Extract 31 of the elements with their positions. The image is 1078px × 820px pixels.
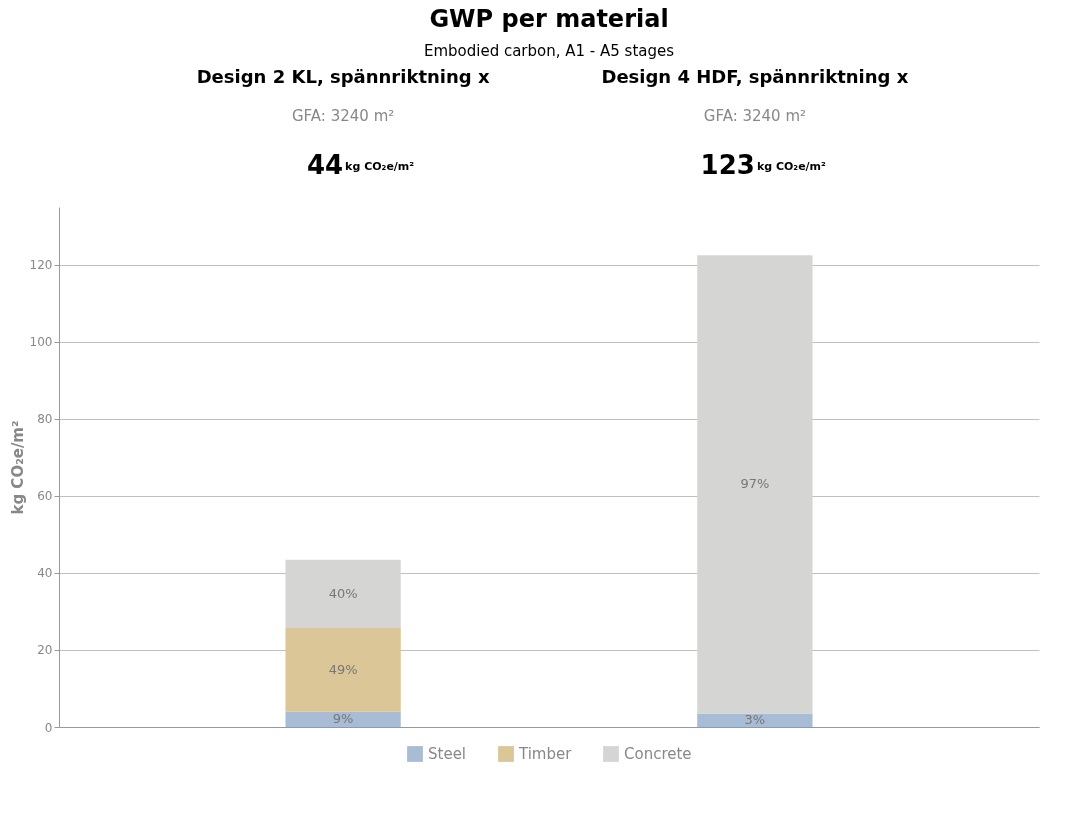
text: kg CO₂e/m² [345, 160, 415, 173]
y-tick-label: 120 [29, 258, 53, 273]
chart-subtitle: Embodied carbon, A1 - A5 stages [423, 42, 675, 60]
legend-label: Concrete [624, 745, 692, 763]
y-tick-label: 40 [37, 566, 53, 581]
y-tick-label: 60 [37, 489, 53, 504]
y-axis-title: kg CO₂e/m² [8, 420, 27, 515]
annotation: 3% [744, 712, 766, 728]
bar [285, 711, 401, 727]
annotation: 49% [328, 661, 358, 677]
annotation: 40% [328, 585, 358, 601]
bar [697, 713, 813, 727]
y-tick-label: 80 [37, 412, 53, 427]
annotation: 97% [740, 476, 770, 492]
bar [285, 559, 401, 629]
text: 123 [700, 150, 755, 180]
text: 44 [306, 150, 344, 180]
text: GFA: 3240 m² [291, 107, 395, 125]
text: GFA: 3240 m² [703, 107, 807, 125]
bar [697, 255, 813, 714]
annotation: 9% [332, 711, 354, 727]
legend-label: Steel [428, 745, 467, 763]
text: kg CO₂e/m² [756, 160, 827, 173]
x-tick-label: Design 2 KL, spännriktning x [196, 66, 490, 87]
y-tick-label: 0 [44, 720, 53, 735]
y-tick-label: 100 [29, 335, 53, 350]
bar [285, 628, 401, 712]
x-tick-label: Design 4 HDF, spännriktning x [601, 66, 909, 87]
legend-label: Timber [518, 745, 573, 763]
y-tick-label: 20 [37, 643, 53, 658]
chart-title: GWP per material [429, 5, 669, 33]
